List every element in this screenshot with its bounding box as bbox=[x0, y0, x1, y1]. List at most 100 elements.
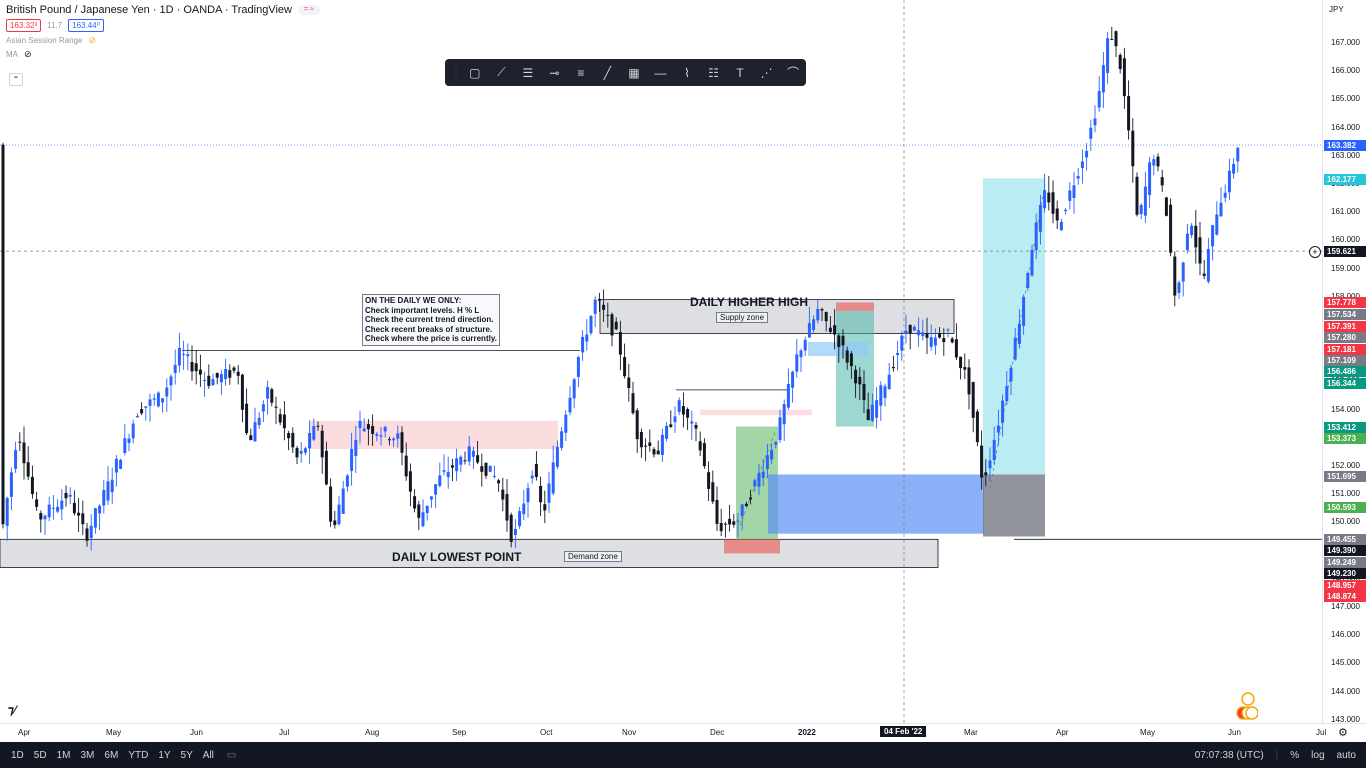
candle-body[interactable] bbox=[660, 434, 664, 456]
price-badge[interactable]: 157.534 bbox=[1324, 309, 1366, 320]
percent-toggle[interactable]: % bbox=[1290, 749, 1300, 761]
candle-body[interactable] bbox=[72, 502, 76, 514]
candle-body[interactable] bbox=[98, 505, 102, 514]
short-position-stop[interactable] bbox=[836, 302, 874, 311]
price-badge[interactable]: 163.382 bbox=[1324, 140, 1366, 151]
candle-body[interactable] bbox=[1215, 214, 1219, 235]
candle-body[interactable] bbox=[383, 427, 387, 432]
candle-body[interactable] bbox=[950, 338, 954, 343]
candle-body[interactable] bbox=[232, 367, 236, 371]
candle-body[interactable] bbox=[375, 433, 379, 436]
candle-body[interactable] bbox=[786, 383, 790, 408]
price-badge[interactable]: 157.280 bbox=[1324, 332, 1366, 343]
candle-body[interactable] bbox=[807, 323, 811, 338]
candle-body[interactable] bbox=[610, 314, 614, 336]
candle-body[interactable] bbox=[828, 327, 832, 332]
price-badge[interactable]: 162.177 bbox=[1324, 174, 1366, 185]
candle-body[interactable] bbox=[303, 448, 307, 453]
candle-body[interactable] bbox=[770, 449, 774, 460]
candle-body[interactable] bbox=[308, 432, 312, 449]
price-badge[interactable]: 149.249 bbox=[1324, 557, 1366, 568]
candle-body[interactable] bbox=[1034, 222, 1038, 251]
candle-body[interactable] bbox=[316, 425, 320, 427]
price-badge[interactable]: 156.486 bbox=[1324, 366, 1366, 377]
candle-body[interactable] bbox=[946, 329, 950, 331]
candle-body[interactable] bbox=[1219, 202, 1223, 217]
price-badge[interactable]: 159.621 bbox=[1324, 246, 1366, 257]
candle-body[interactable] bbox=[694, 424, 698, 429]
log-toggle[interactable]: log bbox=[1311, 749, 1325, 761]
candle-body[interactable] bbox=[1169, 204, 1173, 253]
resistance-zone-small[interactable] bbox=[700, 409, 812, 416]
candle-body[interactable] bbox=[408, 471, 412, 492]
candle-body[interactable] bbox=[1164, 197, 1168, 216]
candle-body[interactable] bbox=[526, 488, 530, 503]
candle-body[interactable] bbox=[102, 489, 106, 506]
candle-body[interactable] bbox=[1156, 156, 1160, 167]
candle-body[interactable] bbox=[711, 482, 715, 502]
candle-body[interactable] bbox=[228, 370, 232, 378]
candle-body[interactable] bbox=[845, 350, 849, 363]
candle-body[interactable] bbox=[173, 364, 177, 374]
chart-canvas[interactable] bbox=[0, 0, 1322, 723]
candle-body[interactable] bbox=[240, 374, 244, 410]
candle-body[interactable] bbox=[1101, 65, 1105, 93]
candle-body[interactable] bbox=[597, 298, 601, 301]
settings-gear-icon[interactable]: ⚙ bbox=[1338, 727, 1348, 739]
candle-body[interactable] bbox=[778, 417, 782, 441]
brush-icon[interactable]: ⌒ bbox=[787, 66, 800, 80]
candle-body[interactable] bbox=[224, 368, 228, 380]
candle-body[interactable] bbox=[85, 528, 89, 541]
indicator-asian-session-range[interactable]: Asian Session Range bbox=[6, 36, 83, 45]
candle-body[interactable] bbox=[917, 330, 921, 336]
candle-body[interactable] bbox=[123, 438, 127, 453]
candle-body[interactable] bbox=[791, 371, 795, 388]
candle-body[interactable] bbox=[530, 475, 534, 479]
demand-zone-label[interactable]: Demand zone bbox=[564, 551, 622, 562]
candle-body[interactable] bbox=[896, 353, 900, 356]
candle-body[interactable] bbox=[870, 404, 874, 421]
candle-body[interactable] bbox=[1085, 150, 1089, 158]
candle-body[interactable] bbox=[757, 473, 761, 487]
candle-body[interactable] bbox=[140, 409, 144, 414]
price-badge[interactable]: 149.455 bbox=[1324, 534, 1366, 545]
candle-body[interactable] bbox=[698, 441, 702, 451]
candle-body[interactable] bbox=[148, 399, 152, 406]
long-position-target[interactable] bbox=[983, 178, 1045, 475]
candle-body[interactable] bbox=[455, 458, 459, 472]
candle-body[interactable] bbox=[261, 404, 265, 412]
indicator-ma[interactable]: MA bbox=[6, 50, 18, 59]
candle-body[interactable] bbox=[656, 450, 660, 455]
candle-body[interactable] bbox=[497, 480, 501, 484]
candle-body[interactable] bbox=[593, 299, 597, 314]
candle-body[interactable] bbox=[47, 504, 51, 518]
candle-body[interactable] bbox=[480, 466, 484, 472]
candle-body[interactable] bbox=[1173, 256, 1177, 296]
candle-body[interactable] bbox=[282, 414, 286, 429]
candle-body[interactable] bbox=[324, 450, 328, 485]
candle-body[interactable] bbox=[816, 308, 820, 321]
candle-body[interactable] bbox=[925, 333, 929, 338]
candle-body[interactable] bbox=[938, 333, 942, 338]
price-badge[interactable]: 153.373 bbox=[1324, 433, 1366, 444]
candle-body[interactable] bbox=[875, 400, 879, 418]
candle-body[interactable] bbox=[744, 503, 748, 507]
candle-body[interactable] bbox=[967, 367, 971, 395]
candle-body[interactable] bbox=[1152, 159, 1156, 166]
candle-body[interactable] bbox=[274, 406, 278, 408]
candle-body[interactable] bbox=[723, 523, 727, 525]
candle-body[interactable] bbox=[1, 144, 5, 525]
candle-body[interactable] bbox=[219, 374, 223, 383]
candle-body[interactable] bbox=[144, 406, 148, 408]
candle-body[interactable] bbox=[341, 488, 345, 514]
candle-body[interactable] bbox=[963, 367, 967, 370]
candle-body[interactable] bbox=[266, 387, 270, 399]
candle-body[interactable] bbox=[379, 435, 383, 437]
candle-body[interactable] bbox=[841, 335, 845, 346]
candle-body[interactable] bbox=[992, 439, 996, 461]
candle-body[interactable] bbox=[421, 512, 425, 527]
candle-body[interactable] bbox=[245, 403, 249, 434]
candle-body[interactable] bbox=[635, 410, 639, 440]
candle-body[interactable] bbox=[576, 357, 580, 377]
candle-body[interactable] bbox=[505, 494, 509, 521]
